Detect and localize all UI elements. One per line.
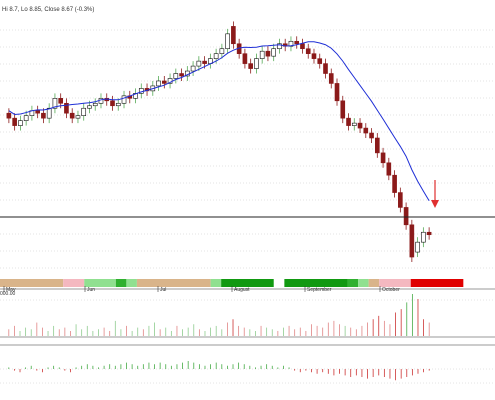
- strip-segment: [115, 279, 127, 287]
- candle-body: [35, 110, 40, 114]
- candle-body: [346, 117, 351, 126]
- strip-segment: [284, 279, 348, 287]
- candle-body: [271, 48, 277, 57]
- x-tick-label: August: [234, 287, 250, 293]
- candle-body: [69, 112, 75, 119]
- candle-body: [173, 73, 179, 79]
- candle-body: [363, 127, 369, 134]
- candle-body: [115, 102, 121, 107]
- candle-body: [156, 80, 161, 87]
- candle-body: [300, 43, 305, 50]
- candle-body: [386, 162, 392, 176]
- candle-body: [374, 137, 380, 154]
- candle-body: [87, 105, 92, 109]
- candle-body: [92, 102, 98, 107]
- x-axis: May Jun Jul August September October: [0, 286, 495, 293]
- candle-body: [421, 231, 426, 243]
- candle-body: [18, 120, 23, 126]
- candles: [6, 21, 432, 262]
- candle-body: [415, 241, 420, 253]
- candle-body: [334, 83, 340, 102]
- candle-body: [357, 122, 363, 129]
- candle-body: [196, 60, 202, 67]
- candle-body: [265, 50, 271, 57]
- candle-body: [41, 112, 46, 119]
- x-tick-label: Jul: [160, 287, 166, 293]
- x-tick-label: Jun: [87, 287, 95, 293]
- sentiment-strip: [0, 279, 495, 287]
- candle-body: [328, 73, 334, 84]
- strip-segment: [136, 279, 211, 287]
- x-tick-label: October: [382, 287, 400, 293]
- candle-body: [277, 43, 282, 50]
- candle-body: [392, 174, 397, 193]
- strip-segment: [0, 279, 64, 287]
- candle-body: [202, 60, 207, 64]
- oscillator-panel: [0, 344, 495, 384]
- strip-segment: [84, 279, 116, 287]
- candle-body: [317, 58, 323, 64]
- candle-body: [254, 58, 259, 69]
- candle-body: [380, 152, 386, 164]
- candle-body: [179, 73, 184, 77]
- strip-segment: [410, 279, 464, 287]
- strip-segment: [273, 279, 285, 287]
- candle-body: [305, 48, 311, 54]
- strip-segment: [63, 279, 85, 287]
- moving-average: [8, 41, 430, 201]
- candle-body: [294, 40, 300, 45]
- candle-body: [121, 95, 127, 104]
- candle-body: [219, 48, 225, 54]
- candle-body: [6, 112, 12, 119]
- candle-body: [12, 117, 17, 126]
- strip-segment: [210, 279, 222, 287]
- candle-body: [110, 100, 115, 107]
- candle-body: [311, 53, 317, 59]
- candle-body: [64, 102, 69, 114]
- moving-average-line: [8, 41, 430, 201]
- candle-body: [369, 132, 374, 139]
- candle-body: [161, 80, 167, 84]
- candle-body: [231, 26, 236, 45]
- ohlc-readout: Hi 8.7, Lo 8.85, Close 8.67 (-0.3%): [2, 7, 95, 13]
- grid-lines: [0, 29, 495, 269]
- volume-scale-label: 000.00: [0, 291, 16, 297]
- candle-body: [403, 207, 409, 226]
- candle-body: [398, 192, 403, 208]
- candle-body: [52, 98, 58, 109]
- candle-body: [340, 100, 346, 119]
- candle-body: [248, 63, 253, 69]
- strip-segment: [358, 279, 369, 287]
- signal-arrow: [431, 180, 439, 208]
- x-tick-label: May: [6, 287, 16, 293]
- candle-body: [426, 231, 432, 236]
- candle-body: [23, 115, 29, 121]
- volume-panel: [0, 294, 495, 338]
- x-tick-label: September: [307, 287, 332, 293]
- candle-body: [46, 107, 52, 119]
- strip-segment: [221, 279, 274, 287]
- candle-body: [323, 63, 328, 74]
- strip-segment: [368, 279, 380, 287]
- candle-body: [81, 107, 87, 116]
- candle-body: [242, 53, 248, 64]
- candle-body: [225, 33, 230, 50]
- strip-segment: [379, 279, 411, 287]
- candle-body: [259, 50, 265, 59]
- signal-arrow-head: [431, 200, 439, 208]
- candle-body: [351, 122, 357, 126]
- strip-segment: [463, 279, 495, 287]
- strip-segment: [347, 279, 359, 287]
- candle-body: [75, 115, 81, 119]
- candle-body: [58, 98, 64, 104]
- candle-body: [409, 224, 415, 258]
- strip-segment: [126, 279, 137, 287]
- candle-body: [190, 65, 196, 72]
- candle-body: [213, 53, 219, 59]
